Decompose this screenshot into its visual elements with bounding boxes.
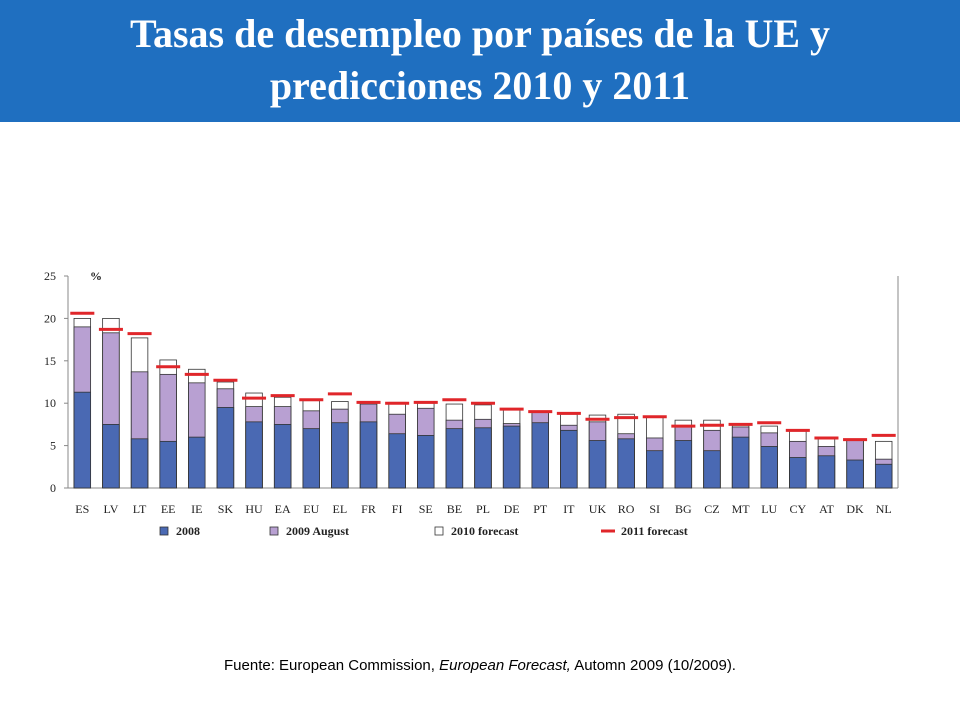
- bar-2008: [731, 436, 750, 489]
- y-unit-label: %: [90, 269, 102, 283]
- bar-2008: [130, 438, 149, 489]
- x-tick-label: UK: [589, 502, 607, 516]
- x-tick-label: FR: [361, 502, 376, 516]
- bar-2008: [73, 391, 92, 489]
- x-tick-label: DE: [504, 502, 520, 516]
- source-prefix: Fuente: European Commission,: [224, 657, 440, 674]
- title-line-2: predicciones 2010 y 2011: [269, 63, 691, 108]
- bar-2008: [646, 450, 664, 489]
- page-title: Tasas de desempleo por países de la UE y…: [0, 0, 960, 112]
- x-tick-label: FI: [392, 502, 403, 516]
- legend-label: 2008: [176, 524, 200, 538]
- legend-label: 2010 forecast: [451, 524, 518, 538]
- bar-2008: [359, 421, 378, 489]
- bar-2008: [102, 423, 120, 489]
- x-tick-label: PL: [476, 502, 490, 516]
- bar-2008: [874, 463, 893, 489]
- bar-2008: [588, 440, 607, 489]
- bar-2008: [531, 422, 549, 489]
- x-tick-label: PT: [533, 502, 548, 516]
- x-tick-label: DK: [846, 502, 864, 516]
- bar-2008: [159, 440, 177, 489]
- x-tick-label: IE: [191, 502, 202, 516]
- source-suffix: Automn 2009 (10/2009).: [570, 657, 736, 674]
- x-tick-label: NL: [876, 502, 892, 516]
- header-banner: Tasas de desempleo por países de la UE y…: [0, 0, 960, 122]
- y-tick-label: 10: [44, 396, 56, 410]
- legend-swatch: [159, 526, 169, 536]
- source-note: Fuente: European Commission, European Fo…: [0, 657, 960, 674]
- bar-2008: [674, 440, 693, 489]
- x-tick-label: AT: [819, 502, 834, 516]
- x-tick-label: ES: [75, 502, 89, 516]
- x-tick-label: SI: [649, 502, 660, 516]
- x-tick-label: BG: [675, 502, 692, 516]
- legend-label: 2009 August: [286, 524, 349, 538]
- x-tick-label: LT: [133, 502, 147, 516]
- y-tick-label: 20: [44, 311, 56, 325]
- bar-2008: [789, 457, 807, 489]
- bar-2008: [388, 433, 406, 489]
- y-tick-label: 0: [50, 481, 56, 495]
- bar-2008: [502, 425, 521, 489]
- x-tick-label: EL: [333, 502, 348, 516]
- bar-2008: [474, 427, 492, 489]
- bar-2008: [245, 421, 263, 489]
- x-tick-label: EA: [275, 502, 291, 516]
- x-tick-label: LV: [103, 502, 118, 516]
- legend-swatch: [269, 526, 279, 536]
- y-tick-label: 15: [44, 354, 56, 368]
- bar-2008: [445, 428, 464, 489]
- legend-swatch: [434, 526, 444, 536]
- bar-2008: [417, 435, 435, 489]
- x-tick-label: CY: [789, 502, 806, 516]
- x-tick-label: MT: [732, 502, 751, 516]
- bar-2008: [760, 446, 778, 489]
- bar-2008: [331, 422, 349, 489]
- x-tick-label: SE: [419, 502, 433, 516]
- bar-2008: [188, 436, 206, 489]
- x-tick-label: CZ: [704, 502, 719, 516]
- bar-2008: [703, 450, 721, 489]
- bar-2008: [302, 428, 320, 489]
- legend-label: 2011 forecast: [621, 524, 688, 538]
- x-tick-label: BE: [447, 502, 462, 516]
- bar-2008: [617, 438, 635, 489]
- bar-2008: [817, 455, 836, 489]
- bar-2008: [273, 423, 292, 489]
- chart-svg: 0 5 10 15 20 25 % ES LV LT EE IE SK HU EA EU EL FR FI SE BE P…: [44, 269, 899, 538]
- unemployment-chart: 0 5 10 15 20 25% ES LV LT EE IE SK HU EA EU EL FR FI SE BE P…: [30, 258, 910, 558]
- x-tick-label: HU: [245, 502, 263, 516]
- title-line-1: Tasas de desempleo por países de la UE y: [129, 11, 831, 56]
- source-italic: European Forecast,: [439, 657, 571, 674]
- bar-2008: [216, 407, 235, 489]
- x-tick-label: SK: [218, 502, 234, 516]
- bar-2008: [846, 459, 864, 489]
- x-tick-label: EU: [303, 502, 319, 516]
- x-tick-label: LU: [761, 502, 777, 516]
- y-tick-label: 5: [50, 439, 56, 453]
- x-tick-label: RO: [618, 502, 635, 516]
- bar-2008: [560, 429, 578, 489]
- x-tick-label: EE: [161, 502, 176, 516]
- y-tick-label: 25: [44, 269, 56, 283]
- x-tick-label: IT: [563, 502, 575, 516]
